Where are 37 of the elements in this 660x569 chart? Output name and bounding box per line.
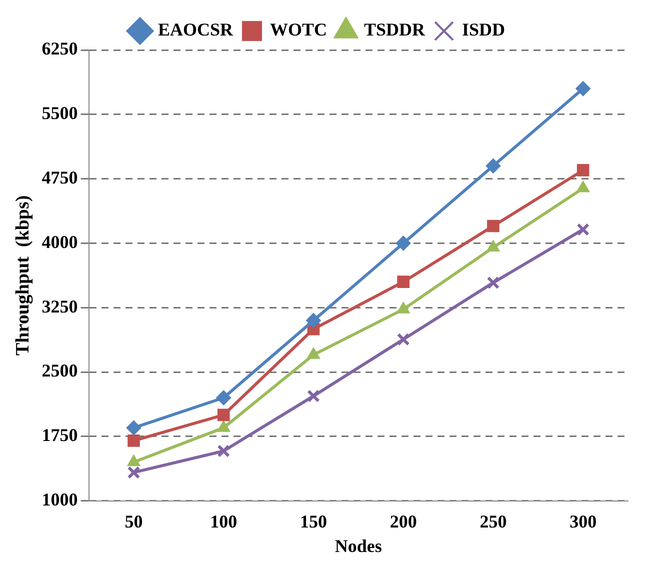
legend-label: TSDDR — [364, 20, 426, 40]
point — [487, 220, 500, 232]
legend-label: WOTC — [270, 20, 328, 40]
y-tick-label: 2500 — [42, 360, 78, 381]
legend-label: ISDD — [462, 20, 506, 40]
point — [217, 408, 230, 422]
x-tick-label: 250 — [480, 511, 507, 532]
y-tick-label: 6250 — [42, 38, 78, 59]
y-tick-label: 1000 — [42, 489, 78, 510]
point — [126, 420, 142, 436]
x-tick-label: 100 — [210, 511, 238, 532]
point — [128, 434, 140, 447]
point — [486, 158, 501, 174]
x-tick-label: 300 — [570, 511, 597, 532]
point — [576, 164, 590, 176]
point — [396, 236, 411, 251]
x-axis-title: Nodes — [334, 536, 382, 556]
point — [127, 466, 140, 479]
point — [217, 444, 230, 458]
y-tick-label: 4000 — [42, 232, 78, 252]
legend-label: EAOCSR — [158, 20, 234, 40]
point — [396, 332, 410, 346]
x-tick-label: 50 — [124, 511, 143, 532]
y-tick-label: 5500 — [42, 103, 78, 124]
point — [486, 276, 500, 290]
x-tick-label: 150 — [300, 511, 327, 532]
point — [307, 390, 320, 402]
y-tick-label: 1750 — [42, 425, 78, 446]
point — [576, 223, 590, 236]
point — [306, 312, 321, 328]
point — [576, 81, 591, 96]
y-tick-label: 3250 — [42, 296, 78, 316]
y-axis-title: Throughput (kbps) — [12, 195, 34, 356]
point — [216, 390, 232, 406]
point — [397, 276, 410, 288]
y-tick-label: 4750 — [42, 167, 78, 188]
x-tick-label: 200 — [390, 511, 417, 532]
